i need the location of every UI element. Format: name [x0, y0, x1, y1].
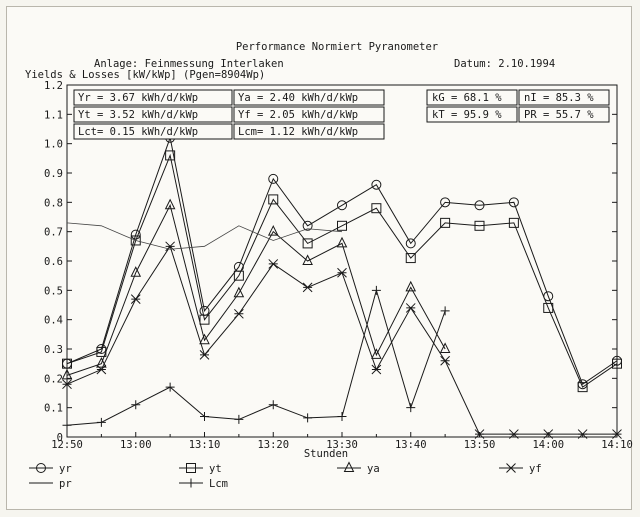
point-yf [303, 283, 312, 292]
legend-label: ya [367, 463, 380, 475]
series-line-yt [67, 155, 617, 387]
point-lcm [234, 415, 243, 424]
summary-value: Yf = 2.05 kWh/d/kWp [238, 109, 358, 121]
series-line-lcm [67, 290, 445, 425]
y-tick-label: 0.5 [44, 285, 63, 297]
x-tick-label: 13:40 [395, 439, 427, 451]
point-yf [97, 365, 106, 374]
y-tick-label: 0.8 [44, 197, 63, 209]
legend-marker [187, 479, 196, 488]
y-tick-label: 0.1 [44, 403, 63, 415]
legend-item-lcm: Lcm [179, 478, 228, 490]
point-lcm [372, 286, 381, 295]
legend-item-pr: pr [29, 478, 72, 490]
summary-value: Ya = 2.40 kWh/d/kWp [238, 92, 358, 104]
legend-item-yt: yt [179, 463, 222, 475]
x-tick-label: 12:50 [51, 439, 83, 451]
y-tick-label: 0.7 [44, 227, 63, 239]
point-yf [234, 309, 243, 318]
point-yf [269, 259, 278, 268]
y-tick-label: 0.2 [44, 373, 63, 385]
summary-value: Lct= 0.15 kWh/d/kWp [78, 126, 198, 138]
x-tick-label: 13:30 [326, 439, 358, 451]
series-yr [63, 133, 622, 388]
y-tick-label: 1.2 [44, 80, 63, 92]
summary-value: Yt = 3.52 kWh/d/kWp [78, 109, 198, 121]
series-lcm [63, 286, 450, 430]
legend-marker [345, 463, 354, 472]
x-tick-label: 13:20 [257, 439, 289, 451]
legend-label: yr [59, 463, 72, 475]
ratio-value: PR = 55.7 % [524, 109, 594, 121]
point-lcm [338, 412, 347, 421]
ratio-value: kG = 68.1 % [432, 92, 502, 104]
x-tick-label: 13:10 [189, 439, 221, 451]
point-lcm [63, 421, 72, 430]
point-lcm [303, 413, 312, 422]
series-line-ya [67, 205, 445, 375]
point-ya [303, 256, 312, 265]
point-lcm [406, 403, 415, 412]
date-subtitle: Datum: 2.10.1994 [454, 58, 555, 70]
point-yf [338, 268, 347, 277]
chart-frame: Performance Normiert Pyranometer Anlage:… [6, 6, 632, 510]
y-tick-label: 0.4 [44, 315, 63, 327]
summary-value: Lcm= 1.12 kWh/d/kWp [238, 126, 358, 138]
point-yf [200, 350, 209, 359]
series-line-pr [67, 223, 342, 249]
x-tick-label: 14:10 [601, 439, 633, 451]
y-tick-label: 0.3 [44, 344, 63, 356]
series-yf [63, 242, 622, 439]
x-tick-label: 13:00 [120, 439, 152, 451]
series-yt [63, 151, 622, 392]
x-tick-label: 13:50 [464, 439, 496, 451]
y-tick-label: 1.0 [44, 139, 63, 151]
series-pr [67, 223, 342, 249]
legend-label: Lcm [209, 478, 228, 490]
point-lcm [97, 418, 106, 427]
chart-title: Performance Normiert Pyranometer [236, 41, 438, 53]
y-tick-label: 0.6 [44, 256, 63, 268]
y-tick-label: 1.1 [44, 109, 63, 121]
series-line-yr [67, 138, 617, 384]
legend-item-ya: ya [337, 463, 380, 476]
legend-label: pr [59, 478, 72, 490]
x-tick-label: 14:00 [532, 439, 564, 451]
legend-item-yf: yf [499, 463, 542, 475]
point-lcm [131, 400, 140, 409]
legend-label: yf [529, 463, 542, 475]
point-yf [406, 303, 415, 312]
ratio-value: nI = 85.3 % [524, 92, 594, 104]
summary-value: Yr = 3.67 kWh/d/kWp [78, 92, 198, 104]
ratio-value: kT = 95.9 % [432, 109, 502, 121]
legend-item-yr: yr [29, 463, 72, 475]
point-lcm [269, 400, 278, 409]
y-tick-label: 0.9 [44, 168, 63, 180]
point-lcm [441, 306, 450, 315]
point-yf [441, 356, 450, 365]
performance-chart: Performance Normiert Pyranometer Anlage:… [7, 7, 633, 511]
point-yf [372, 365, 381, 374]
legend-label: yt [209, 463, 222, 475]
legend-marker [507, 464, 516, 473]
point-yf [131, 295, 140, 304]
